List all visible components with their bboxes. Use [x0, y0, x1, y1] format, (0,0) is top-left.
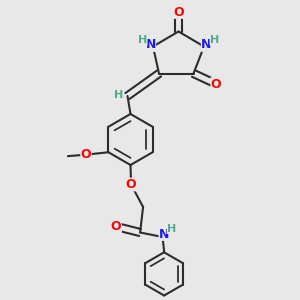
- Text: H: H: [114, 90, 123, 100]
- Text: O: O: [111, 220, 122, 233]
- Text: O: O: [211, 77, 221, 91]
- Text: O: O: [173, 5, 184, 19]
- Text: N: N: [201, 38, 212, 52]
- Text: O: O: [126, 178, 136, 191]
- Text: H: H: [167, 224, 176, 234]
- Text: N: N: [159, 227, 169, 241]
- Text: H: H: [138, 35, 147, 45]
- Text: N: N: [146, 38, 156, 52]
- Text: O: O: [81, 148, 91, 161]
- Text: H: H: [210, 35, 219, 45]
